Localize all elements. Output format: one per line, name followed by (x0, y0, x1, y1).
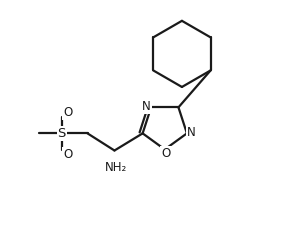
Text: NH₂: NH₂ (104, 161, 127, 174)
Text: S: S (58, 127, 66, 140)
Text: O: O (63, 106, 72, 119)
Text: N: N (142, 100, 151, 113)
Text: O: O (161, 147, 171, 160)
Text: N: N (187, 126, 196, 139)
Text: O: O (63, 148, 72, 161)
